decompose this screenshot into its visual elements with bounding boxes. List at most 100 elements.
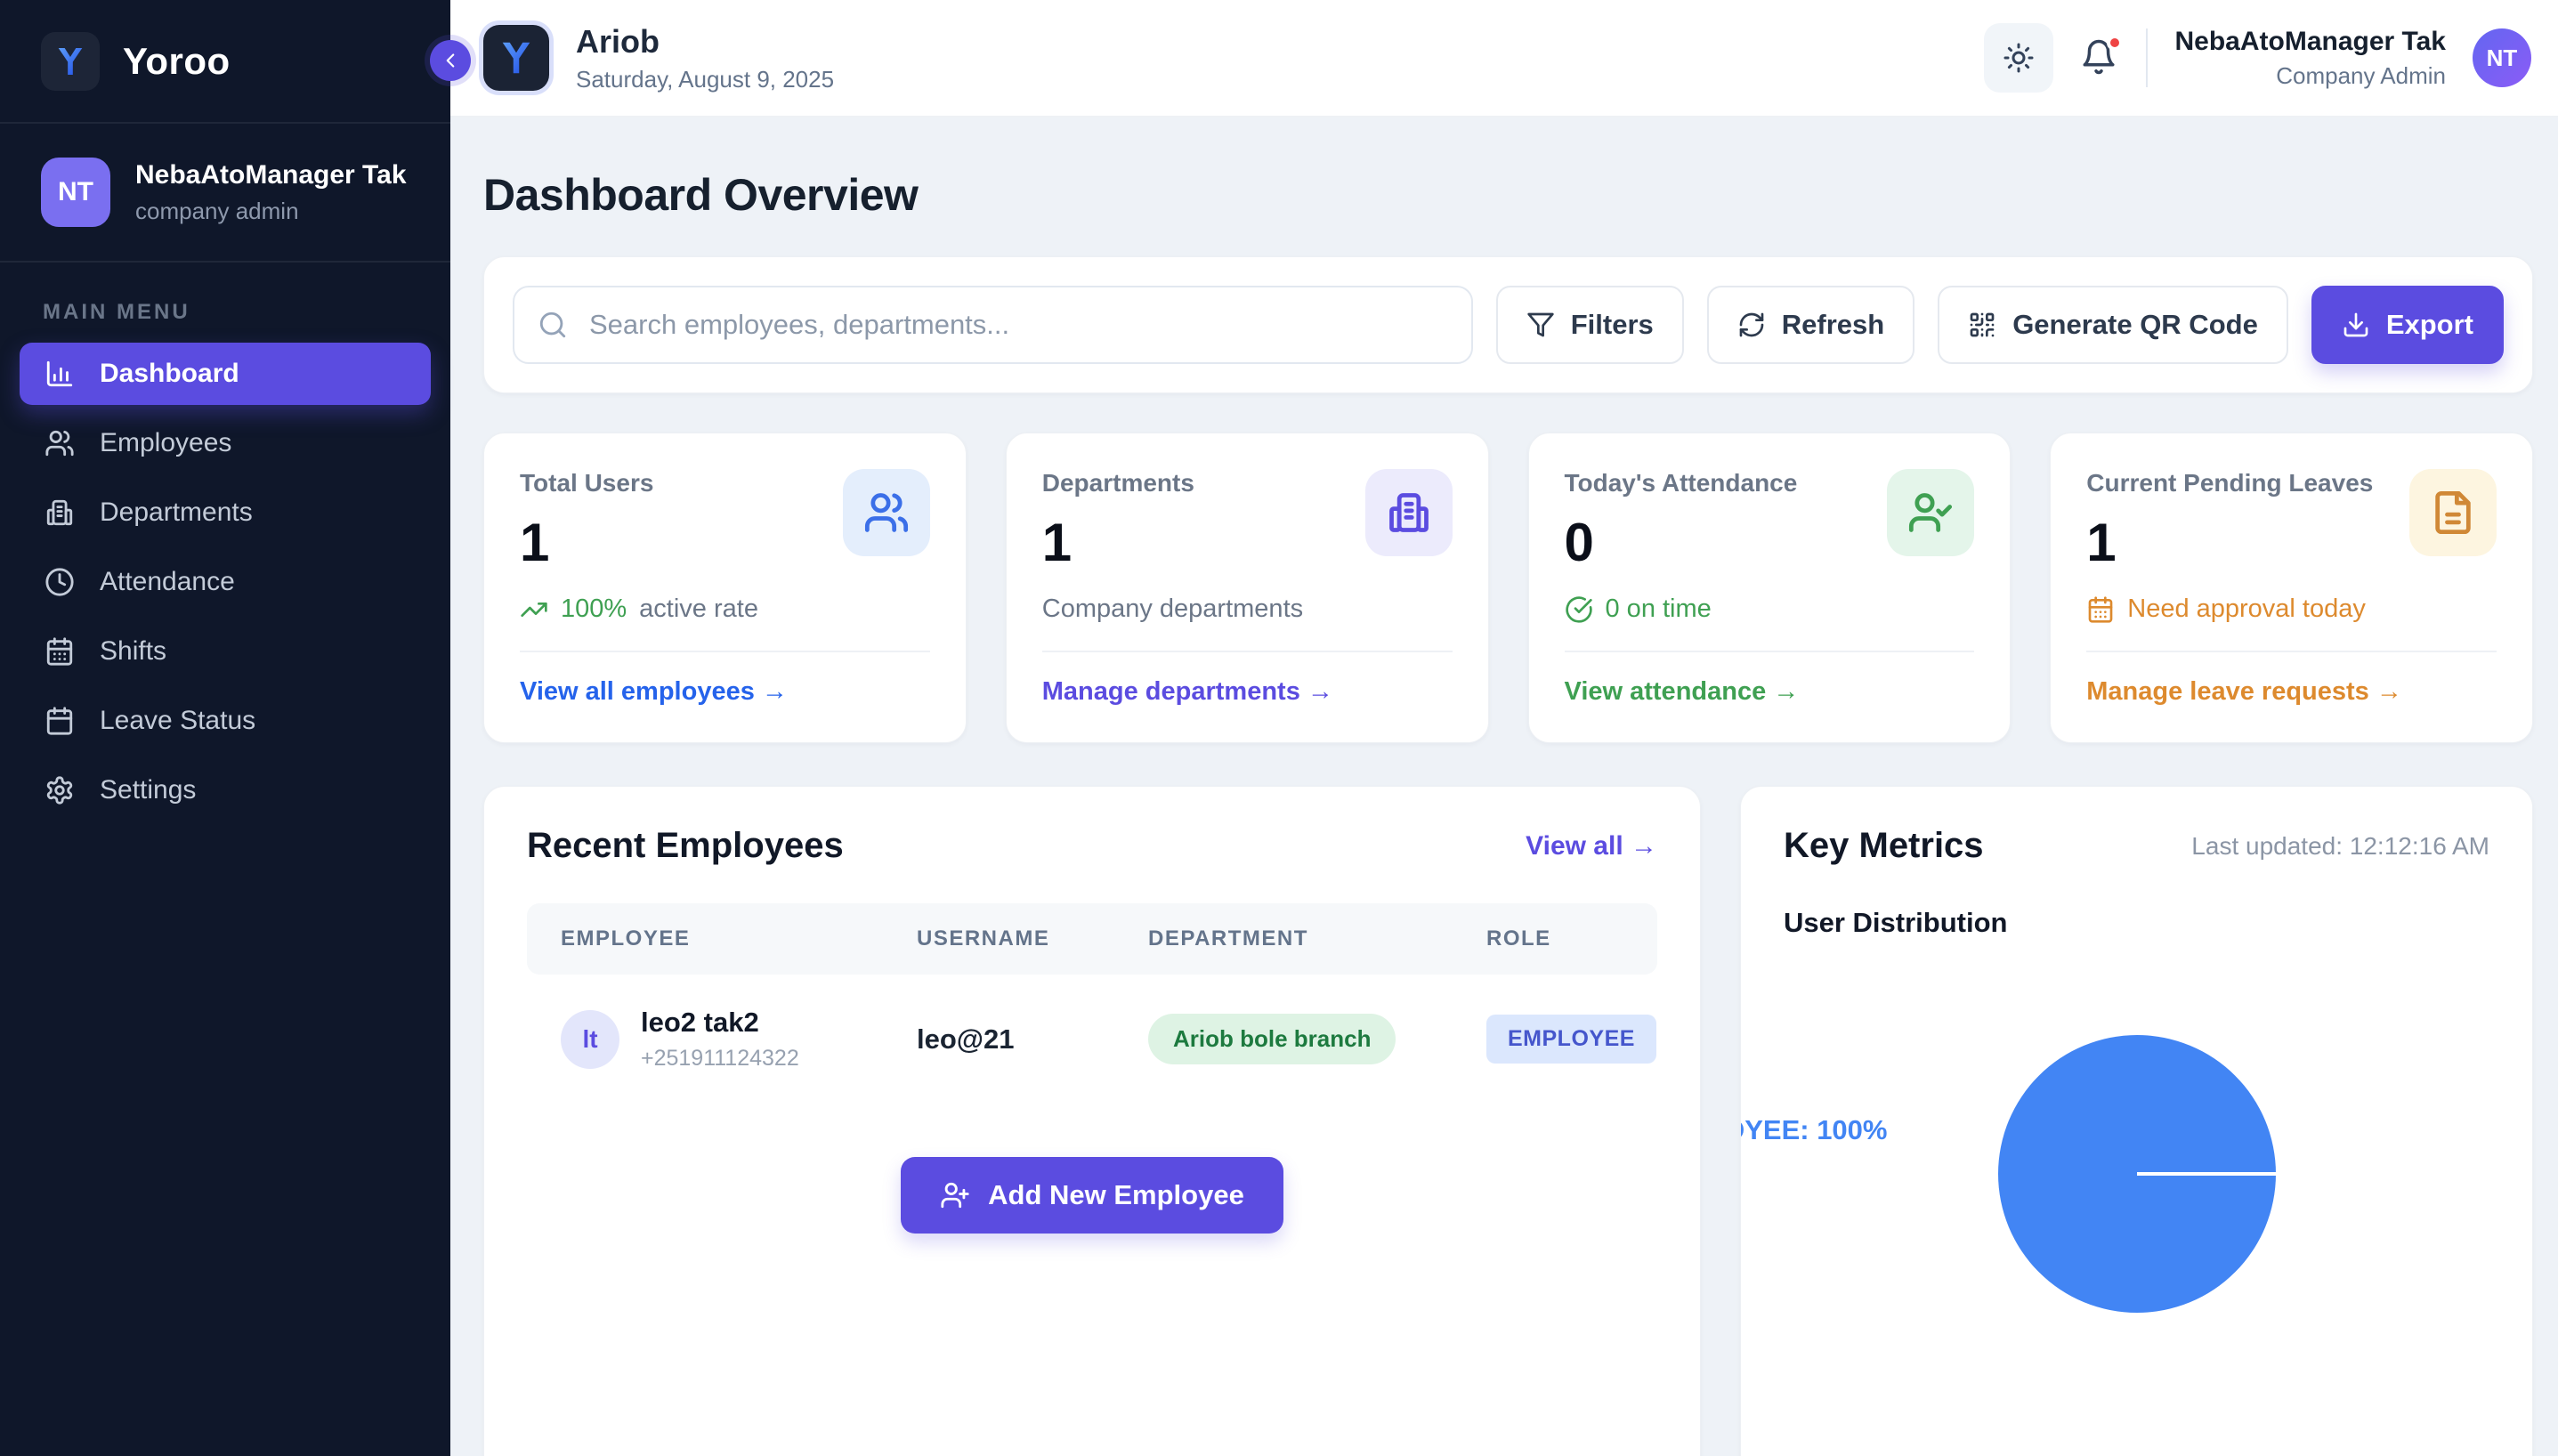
check-circle-icon	[1565, 595, 1592, 623]
app-title: Yoroo	[123, 39, 231, 82]
sidebar-item-settings[interactable]: Settings	[20, 759, 431, 821]
recent-employees-title: Recent Employees	[527, 826, 844, 865]
pie-chart-area	[1784, 1035, 2489, 1338]
sun-icon	[2003, 43, 2034, 73]
add-new-employee-label: Add New Employee	[988, 1179, 1244, 1210]
stat-note: Need approval today	[2127, 595, 2366, 623]
avatar[interactable]: NT	[2473, 28, 2531, 87]
building-icon	[1388, 493, 1429, 532]
header-user-name: NebaAtoManager Tak	[2174, 26, 2446, 56]
trending-up-icon	[521, 602, 547, 617]
page-title: Dashboard Overview	[483, 170, 919, 220]
key-metrics-title: Key Metrics	[1784, 826, 1984, 865]
sidebar: Yoroo NT NebaAtoManager Tak company admi…	[0, 0, 450, 1456]
notifications-button[interactable]	[2080, 35, 2124, 77]
file-text-icon	[2435, 490, 2471, 535]
col-role: ROLE	[1486, 926, 1551, 950]
user-plus-icon	[941, 1182, 969, 1209]
sidebar-item-label: Employees	[100, 428, 232, 457]
qr-code-icon	[1970, 312, 1995, 337]
export-button[interactable]: Export	[2311, 286, 2504, 364]
bell-icon	[2083, 39, 2115, 75]
theme-toggle-button[interactable]	[1984, 23, 2054, 93]
stat-value: 1	[1041, 513, 1073, 572]
sidebar-item-label: Departments	[100, 497, 253, 527]
key-metrics-panel: Key Metrics Last updated: 12:12:16 AM Us…	[1740, 786, 2533, 1456]
manage-departments-link[interactable]: Manage departments →	[1041, 677, 1333, 706]
header-date: Saturday, August 9, 2025	[576, 65, 835, 93]
main-content: Dashboard Overview Filters Refresh Gener…	[450, 117, 2558, 1456]
col-username: USERNAME	[917, 926, 1050, 950]
user-distribution-subtitle: User Distribution	[1784, 907, 2008, 938]
filters-button[interactable]: Filters	[1495, 286, 1684, 364]
sidebar-item-leave-status[interactable]: Leave Status	[20, 690, 431, 752]
sidebar-user-role: company admin	[135, 197, 299, 224]
user-check-tile	[1887, 469, 1975, 556]
sidebar-item-attendance[interactable]: Attendance	[20, 551, 431, 613]
table-row[interactable]: lt leo2 tak2 +251911124322 leo@21 Ariob …	[527, 975, 1657, 1104]
sidebar-item-departments[interactable]: Departments	[20, 481, 431, 544]
calendar-icon	[2088, 595, 2113, 623]
clock-icon	[45, 568, 74, 596]
pie-chart	[1997, 1035, 2276, 1313]
sidebar-item-label: Settings	[100, 775, 197, 805]
pie-slice-boundary	[2136, 1172, 2276, 1176]
recent-employees-panel: Recent Employees View all → EMPLOYEE USE…	[483, 786, 1701, 1456]
department-badge: Ariob bole branch	[1148, 1014, 1396, 1064]
filters-label: Filters	[1570, 309, 1654, 340]
calendar-days-icon	[46, 637, 73, 666]
stat-card-attendance: Today's Attendance 0 0 on time View atte…	[1527, 433, 2012, 743]
refresh-button[interactable]: Refresh	[1706, 286, 1915, 364]
gear-icon	[46, 776, 73, 805]
stat-label: Today's Attendance	[1564, 469, 1798, 497]
top-header: Ariob Saturday, August 9, 2025 NebaAtoMa…	[450, 0, 2558, 117]
stat-cards: Total Users 1 100% active rate View all …	[483, 433, 2533, 743]
refresh-icon	[1739, 312, 1764, 337]
stat-trend-value: 100%	[561, 595, 627, 623]
header-user-role: Company Admin	[2276, 61, 2446, 89]
employee-username: leo@21	[917, 1023, 1015, 1055]
company-logo	[483, 25, 549, 91]
toolbar: Filters Refresh Generate QR Code Export	[483, 256, 2533, 393]
table-header: EMPLOYEE USERNAME DEPARTMENT ROLE	[527, 903, 1657, 975]
users-icon	[864, 493, 908, 532]
building-icon	[46, 499, 73, 526]
bar-chart-icon	[46, 360, 73, 387]
y-logo-icon	[502, 42, 530, 74]
refresh-label: Refresh	[1781, 309, 1885, 340]
stat-card-total-users: Total Users 1 100% active rate View all …	[483, 433, 967, 743]
stat-card-departments: Departments 1 Company departments Manage…	[1005, 433, 1489, 743]
col-employee: EMPLOYEE	[561, 926, 691, 950]
stat-label: Total Users	[520, 469, 654, 497]
sidebar-item-label: Leave Status	[100, 706, 256, 735]
sidebar-item-label: Shifts	[100, 636, 167, 666]
role-badge: EMPLOYEE	[1486, 1015, 1656, 1064]
sidebar-logo-row: Yoroo	[0, 0, 450, 124]
stat-card-pending-leaves: Current Pending Leaves 1 Need approval t…	[2050, 433, 2533, 743]
last-updated-text: Last updated: 12:12:16 AM	[2191, 831, 2489, 860]
search-wrap	[513, 286, 1473, 364]
stat-label: Current Pending Leaves	[2086, 469, 2374, 497]
export-label: Export	[2385, 309, 2473, 340]
sidebar-item-shifts[interactable]: Shifts	[20, 620, 431, 683]
sidebar-user-name: NebaAtoManager Tak	[135, 159, 407, 190]
view-all-employees-link[interactable]: View all employees →	[520, 677, 788, 706]
view-attendance-link[interactable]: View attendance →	[1564, 677, 1800, 706]
sidebar-item-dashboard[interactable]: Dashboard	[20, 343, 431, 405]
search-input[interactable]	[513, 286, 1473, 364]
stat-note: 0 on time	[1605, 595, 1712, 623]
user-check-icon	[1909, 493, 1953, 532]
add-new-employee-button[interactable]: Add New Employee	[901, 1157, 1283, 1234]
sidebar-profile[interactable]: NT NebaAtoManager Tak company admin	[0, 124, 450, 263]
view-all-link[interactable]: View all →	[1526, 830, 1657, 861]
pie-slice-label: EMPLOYEE: 100%	[1741, 1114, 1888, 1145]
chevron-left-icon	[446, 53, 455, 68]
building-tile	[1364, 469, 1453, 556]
generate-qr-button[interactable]: Generate QR Code	[1938, 286, 2288, 364]
sidebar-item-employees[interactable]: Employees	[20, 412, 431, 474]
sidebar-collapse-button[interactable]	[430, 40, 471, 81]
manage-leave-requests-link[interactable]: Manage leave requests →	[2086, 677, 2402, 706]
header-divider	[2146, 28, 2149, 87]
search-icon	[539, 311, 566, 338]
users-tile	[842, 469, 930, 556]
